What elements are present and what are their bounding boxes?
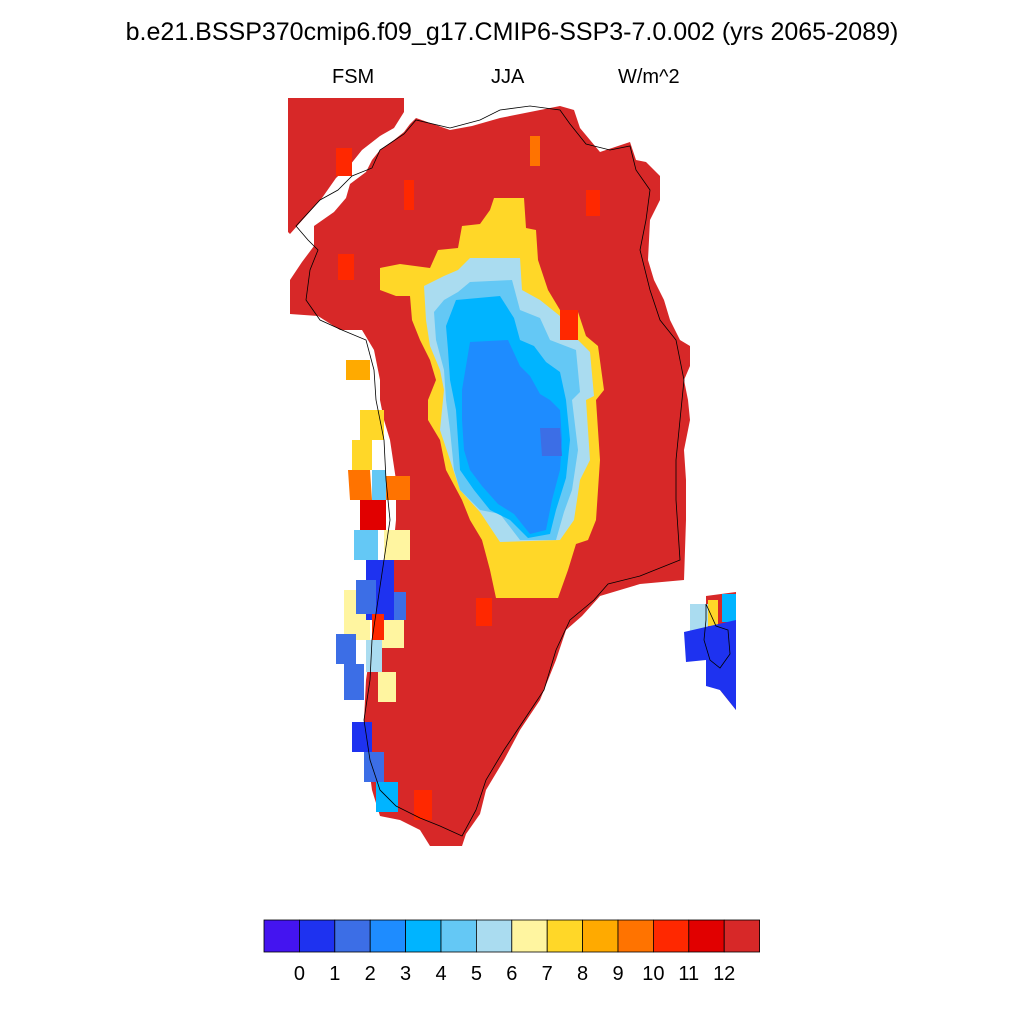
colorbar-tick-label: 11 — [678, 963, 699, 985]
colorbar-tick-label: 5 — [471, 963, 482, 985]
colorbar-tick-label: 0 — [294, 963, 305, 985]
colorbar-tick-label: 2 — [365, 963, 376, 985]
colorbar-swatch — [475, 919, 513, 953]
coastal-cells — [336, 580, 406, 782]
colorbar-tick-label: 12 — [713, 963, 735, 985]
coastal-cells — [346, 360, 370, 380]
coastal-cells — [354, 470, 386, 560]
coastal-cells — [352, 410, 384, 470]
iceland-cells — [708, 600, 718, 626]
ice-sheet-interior — [540, 428, 562, 456]
season-label: JJA — [491, 66, 525, 88]
units-label: W/m^2 — [618, 66, 680, 88]
coastline — [295, 105, 731, 837]
variable-label: FSM — [332, 66, 375, 88]
coastal-cells — [348, 470, 410, 500]
ice-sheet-interior — [462, 340, 562, 534]
colorbar-swatch — [511, 919, 548, 953]
colorbar-tick-label: 4 — [435, 963, 446, 985]
colorbar-swatch — [334, 919, 371, 953]
colorbar-swatch — [617, 919, 654, 953]
colorbar-tick-label: 9 — [612, 963, 623, 985]
coastal-cells — [360, 500, 386, 530]
coastal-cells — [352, 560, 394, 752]
coastal-cells — [530, 136, 540, 166]
colorbar-swatch — [440, 919, 477, 953]
coastal-cells — [372, 598, 492, 820]
colorbar-swatch — [688, 919, 725, 953]
colorbar-swatch — [298, 919, 336, 953]
iceland-cells — [690, 604, 708, 632]
colorbar-swatch — [653, 919, 690, 953]
iceland-cells — [722, 594, 736, 622]
colorbar-tick-label: 6 — [506, 963, 517, 985]
colorbar-tick-label: 1 — [329, 963, 340, 985]
coastal-cells — [366, 640, 382, 672]
colorbar-swatch — [405, 919, 442, 953]
colorbar-swatch — [263, 919, 300, 953]
colorbar-tick-label: 3 — [400, 963, 411, 985]
plot-title: b.e21.BSSP370cmip6.f09_g17.CMIP6-SSP3-7.… — [125, 18, 899, 46]
colorbar-swatch — [582, 919, 619, 953]
coastal-cells — [336, 148, 600, 340]
colorbar-swatch — [723, 919, 761, 953]
colorbar-swatch — [546, 919, 584, 953]
colorbar-tick-label: 7 — [542, 963, 553, 985]
colorbar-tick-label: 8 — [577, 963, 588, 985]
colorbar-tick-label: 10 — [642, 963, 664, 985]
colorbar-swatch — [369, 919, 407, 953]
iceland-cells — [684, 620, 736, 710]
